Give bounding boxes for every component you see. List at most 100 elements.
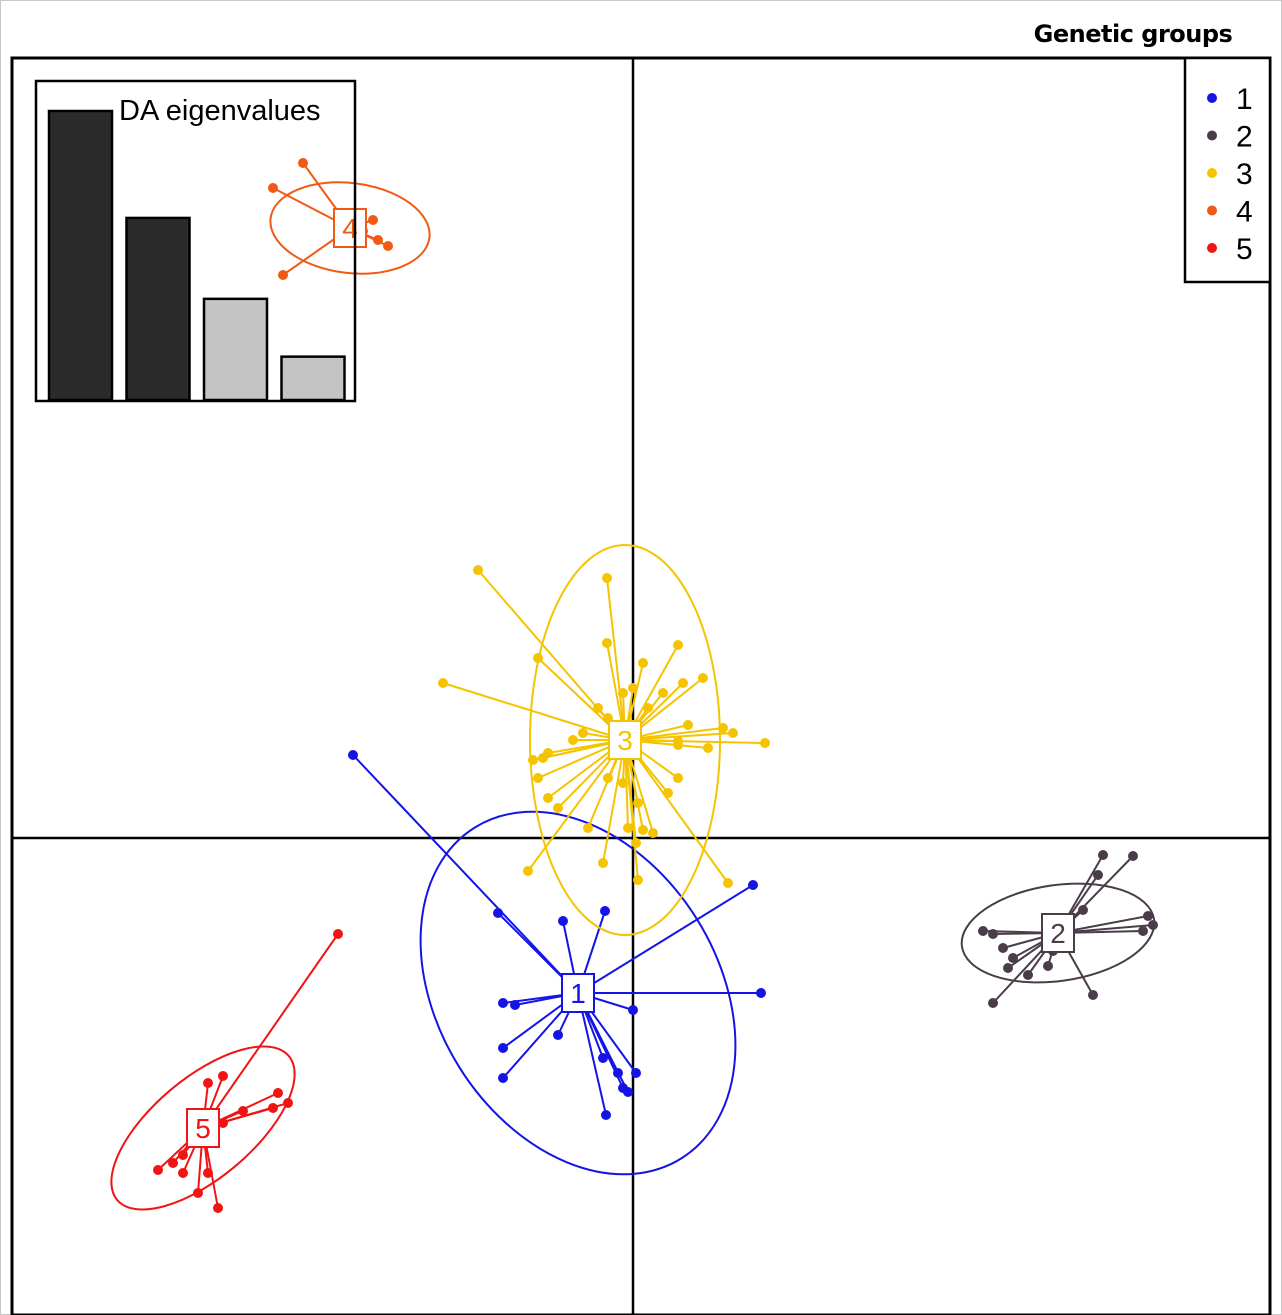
group-2-point (1093, 870, 1103, 880)
group-3-point (593, 703, 603, 713)
group-1-point (348, 750, 358, 760)
group-4-point (268, 183, 278, 193)
legend-label-5: 5 (1236, 233, 1253, 266)
legend-label-1: 1 (1236, 83, 1253, 116)
group-2-ellipse (960, 882, 1156, 984)
group-2-point (1008, 953, 1018, 963)
group-3-point (578, 728, 588, 738)
group-5-point (178, 1150, 188, 1160)
group-3-point (648, 828, 658, 838)
group-2-point (1143, 911, 1153, 921)
group-2-point (988, 998, 998, 1008)
group-5-label-box (186, 1108, 220, 1148)
group-3-point (598, 858, 608, 868)
group-3-point (538, 753, 548, 763)
group-2: 2 (960, 850, 1158, 1008)
group-3-point (583, 823, 593, 833)
group-3-point (623, 823, 633, 833)
group-3-point (533, 653, 543, 663)
group-3-spoke (442, 682, 626, 741)
group-4-label-box (333, 208, 367, 248)
group-3-spoke (624, 739, 729, 884)
group-5-point (153, 1165, 163, 1175)
group-5-point (203, 1168, 213, 1178)
group-2-point (1128, 851, 1138, 861)
legend-label-3: 3 (1236, 158, 1253, 191)
group-3-point (633, 798, 643, 808)
group-1-point (553, 1030, 563, 1040)
group-2-label-box (1041, 913, 1075, 953)
group-5-point (178, 1168, 188, 1178)
group-1-point (623, 1087, 633, 1097)
group-3-label: 3 (617, 725, 633, 756)
group-3-point (760, 738, 770, 748)
group-1-point (600, 906, 610, 916)
eigenvalue-bar (47, 109, 114, 402)
group-3-point (553, 803, 563, 813)
group-1-point (598, 1053, 608, 1063)
legend-dot-5 (1207, 243, 1217, 253)
inset-eigenvalues: DA eigenvalues (34, 79, 357, 403)
group-1-spoke (577, 884, 754, 994)
group-2-point (998, 943, 1008, 953)
legend-dot-2 (1207, 130, 1217, 141)
group-5-point (218, 1071, 228, 1081)
group-3-point (643, 703, 653, 713)
group-3-point (673, 640, 683, 650)
group-5-point (283, 1098, 293, 1108)
group-5-point (193, 1188, 203, 1198)
group-3-point (618, 688, 628, 698)
group-5-point (203, 1078, 213, 1088)
group-5-point (213, 1203, 223, 1213)
group-3-point (638, 825, 648, 835)
group-2-point (1078, 905, 1088, 915)
legend-title: Genetic groups (1033, 20, 1233, 48)
eigenvalue-bar (125, 216, 191, 402)
group-4-point (373, 235, 383, 245)
group-3-point (663, 788, 673, 798)
group-5: 5 (110, 929, 343, 1213)
group-2-point (978, 926, 988, 936)
group-5-ellipse (110, 1045, 296, 1211)
group-3-point (723, 878, 733, 888)
group-3-point (473, 565, 483, 575)
group-4-point (298, 158, 308, 168)
group-3-point (543, 793, 553, 803)
inset-box (34, 79, 357, 403)
inset-title: DA eigenvalues (119, 95, 321, 127)
group-4-point (278, 270, 288, 280)
legend-label-2: 2 (1236, 121, 1253, 154)
group-1-label: 1 (570, 978, 586, 1009)
group-3-ellipse (529, 544, 721, 936)
group-5-point (268, 1103, 278, 1113)
group-3-spoke (606, 577, 626, 741)
group-3-spoke (624, 739, 766, 744)
group-3-point (638, 658, 648, 668)
group-2-point (1023, 970, 1033, 980)
group-1-point (613, 1068, 623, 1078)
group-5-label: 5 (195, 1113, 211, 1144)
legend-label-4: 4 (1236, 196, 1253, 229)
group-3-point (631, 838, 641, 848)
group-3-point (728, 728, 738, 738)
group-1-point (558, 916, 568, 926)
group-3-point (673, 773, 683, 783)
group-3-point (438, 678, 448, 688)
group-3-point (603, 773, 613, 783)
group-2-point (1138, 926, 1148, 936)
group-3-point (718, 723, 728, 733)
group-3-point (633, 875, 643, 885)
group-4-point (383, 241, 393, 251)
group-3-point (568, 735, 578, 745)
eigenvalue-bar (280, 355, 346, 402)
group-3-point (658, 688, 668, 698)
group-2-point (1043, 961, 1053, 971)
group-2-point (1148, 920, 1158, 930)
group-5-point (168, 1158, 178, 1168)
group-3-spoke (624, 739, 639, 881)
group-3-point (628, 683, 638, 693)
group-1-point (601, 1110, 611, 1120)
group-3-point (673, 740, 683, 750)
group-1: 1 (348, 750, 766, 1176)
